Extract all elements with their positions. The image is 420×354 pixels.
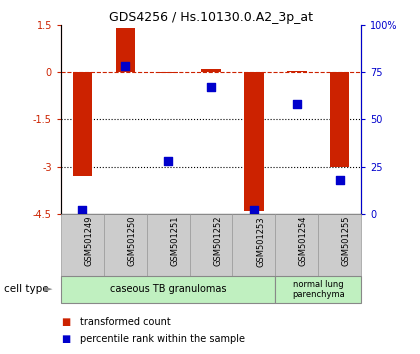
Point	[208, 85, 215, 90]
Text: GSM501255: GSM501255	[342, 216, 351, 267]
Text: GSM501254: GSM501254	[299, 216, 308, 267]
Bar	[244, 72, 264, 211]
Text: GSM501250: GSM501250	[127, 216, 136, 267]
Bar	[73, 72, 92, 176]
Point	[251, 207, 257, 213]
Text: GSM501249: GSM501249	[84, 216, 94, 267]
Text: cell type: cell type	[4, 284, 49, 295]
Bar	[116, 28, 135, 72]
Text: GSM501252: GSM501252	[213, 216, 222, 267]
Bar	[158, 72, 178, 73]
Point	[79, 207, 86, 213]
Text: percentile rank within the sample: percentile rank within the sample	[80, 334, 245, 344]
Text: ■: ■	[61, 317, 70, 327]
Point	[336, 177, 343, 183]
Point	[122, 64, 129, 69]
Bar	[287, 70, 307, 72]
Title: GDS4256 / Hs.10130.0.A2_3p_at: GDS4256 / Hs.10130.0.A2_3p_at	[109, 11, 313, 24]
Point	[165, 158, 171, 164]
Text: ►: ►	[44, 284, 52, 295]
Text: GSM501251: GSM501251	[170, 216, 179, 267]
Text: normal lung
parenchyma: normal lung parenchyma	[292, 280, 345, 299]
Bar	[330, 72, 349, 167]
Text: transformed count: transformed count	[80, 317, 171, 327]
Text: GSM501253: GSM501253	[256, 216, 265, 267]
Text: caseous TB granulomas: caseous TB granulomas	[110, 284, 226, 295]
Bar	[202, 69, 220, 72]
Text: ■: ■	[61, 334, 70, 344]
Point	[294, 102, 300, 107]
